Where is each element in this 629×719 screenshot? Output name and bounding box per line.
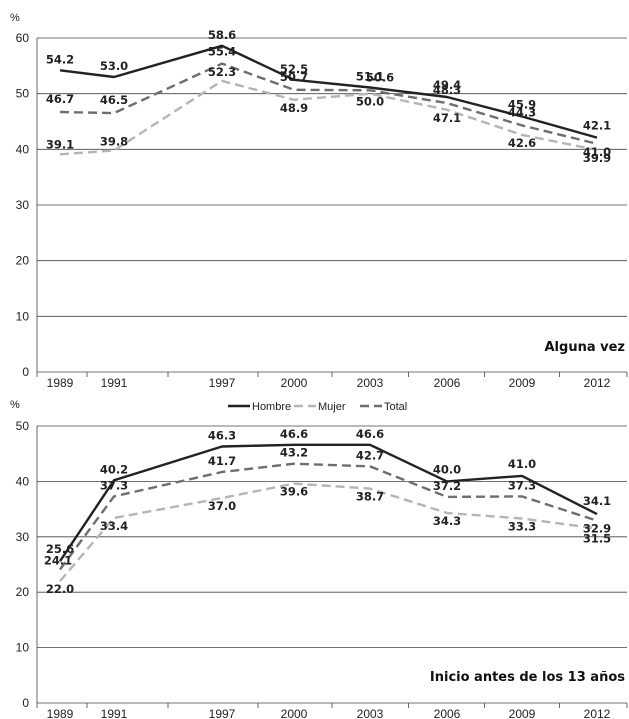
series-line-hombre: [59, 44, 598, 139]
y-tick-label: 60: [16, 31, 30, 45]
data-label-total: 44.3: [508, 105, 536, 119]
data-label-mujer: 22.0: [46, 582, 74, 596]
data-label-hombre: 58.6: [208, 28, 236, 42]
data-label-hombre: 45.9: [508, 97, 536, 111]
x-tick-label: 1989: [47, 707, 74, 719]
y-unit-label: %: [10, 12, 20, 24]
data-label-total: 37.2: [433, 479, 461, 493]
data-label-mujer: 38.7: [356, 490, 384, 504]
data-label-hombre: 49.4: [433, 78, 461, 92]
x-tick-label: 2000: [281, 707, 308, 719]
data-label-hombre: 46.3: [208, 428, 236, 442]
data-label-total: 55.4: [208, 45, 236, 59]
y-tick-label: 50: [16, 419, 30, 433]
data-label-mujer: 33.3: [508, 520, 536, 534]
legend-label-hombre: Hombre: [252, 401, 291, 413]
data-label-total: 42.7: [356, 448, 384, 462]
series-line-total: [59, 62, 598, 145]
data-label-hombre: 40.0: [433, 462, 461, 476]
legend-label-total: Total: [384, 401, 407, 413]
chart-title: Inicio antes de los 13 años: [430, 670, 625, 685]
x-tick-label: 2003: [357, 707, 384, 719]
series-line-total: [59, 462, 598, 571]
x-tick-label: 1989: [47, 376, 74, 390]
data-label-total: 46.7: [46, 92, 74, 106]
y-tick-label: 20: [16, 585, 30, 599]
data-label-mujer: 37.0: [208, 499, 236, 513]
data-label-mujer: 33.4: [100, 519, 128, 533]
chart-title: Alguna vez: [545, 340, 626, 355]
legend-label-mujer: Mujer: [318, 401, 346, 413]
data-label-hombre: 25.6: [46, 542, 74, 556]
data-label-mujer: 39.6: [280, 485, 308, 499]
data-label-total: 50.6: [366, 70, 394, 84]
x-tick-label: 2012: [584, 707, 611, 719]
data-label-total: 50.7: [280, 70, 308, 84]
data-label-mujer: 31.5: [583, 531, 611, 545]
x-tick-label: 1997: [209, 707, 236, 719]
data-label-hombre: 51.1: [356, 70, 384, 84]
data-label-hombre: 41.0: [508, 457, 536, 471]
y-tick-label: 0: [22, 365, 29, 379]
x-tick-label: 2009: [509, 376, 536, 390]
data-label-hombre: 40.2: [100, 462, 128, 476]
series-line-hombre: [59, 443, 598, 562]
series-line-mujer: [59, 79, 598, 156]
y-tick-label: 40: [16, 142, 30, 156]
data-label-hombre: 46.6: [356, 427, 384, 441]
data-label-mujer: 39.1: [46, 137, 74, 151]
x-tick-label: 2003: [357, 376, 384, 390]
x-tick-label: 1997: [209, 376, 236, 390]
data-label-total: 46.5: [100, 93, 128, 107]
x-tick-label: 2006: [434, 707, 461, 719]
data-label-mujer: 34.3: [433, 514, 461, 528]
data-label-hombre: 52.5: [280, 62, 308, 76]
data-label-total: 37.3: [508, 478, 536, 492]
data-label-total: 37.3: [100, 478, 128, 492]
y-tick-label: 50: [16, 87, 30, 101]
x-tick-label: 2009: [509, 707, 536, 719]
y-tick-label: 30: [16, 198, 30, 212]
data-label-total: 41.7: [208, 454, 236, 468]
data-label-mujer: 52.3: [208, 65, 236, 79]
data-label-total: 43.2: [280, 446, 308, 460]
x-tick-label: 1991: [101, 376, 128, 390]
data-label-mujer: 50.0: [356, 95, 384, 109]
y-tick-label: 10: [16, 309, 30, 323]
x-tick-label: 2000: [281, 376, 308, 390]
data-label-total: 41.0: [583, 145, 611, 159]
y-tick-label: 40: [16, 474, 30, 488]
data-label-mujer: 39.8: [100, 134, 128, 148]
data-label-hombre: 53.0: [100, 59, 128, 73]
data-label-mujer: 48.9: [280, 101, 308, 115]
x-tick-label: 2006: [434, 376, 461, 390]
data-label-hombre: 54.2: [46, 52, 74, 66]
data-label-hombre: 42.1: [583, 119, 611, 133]
y-unit-label: %: [10, 399, 20, 411]
data-label-hombre: 34.1: [583, 494, 611, 508]
y-tick-label: 30: [16, 530, 30, 544]
y-tick-label: 0: [22, 696, 29, 710]
data-label-mujer: 42.6: [508, 136, 536, 150]
series-line-mujer: [59, 482, 598, 582]
data-label-hombre: 46.6: [280, 427, 308, 441]
data-label-total: 32.9: [583, 522, 611, 536]
x-tick-label: 2012: [584, 376, 611, 390]
data-label-total: 24.1: [44, 553, 72, 567]
data-label-total: 48.3: [433, 83, 461, 97]
data-label-mujer: 39.9: [583, 151, 611, 165]
x-tick-label: 1991: [101, 707, 128, 719]
y-tick-label: 10: [16, 641, 30, 655]
data-label-mujer: 47.1: [433, 111, 461, 125]
y-tick-label: 20: [16, 254, 30, 268]
